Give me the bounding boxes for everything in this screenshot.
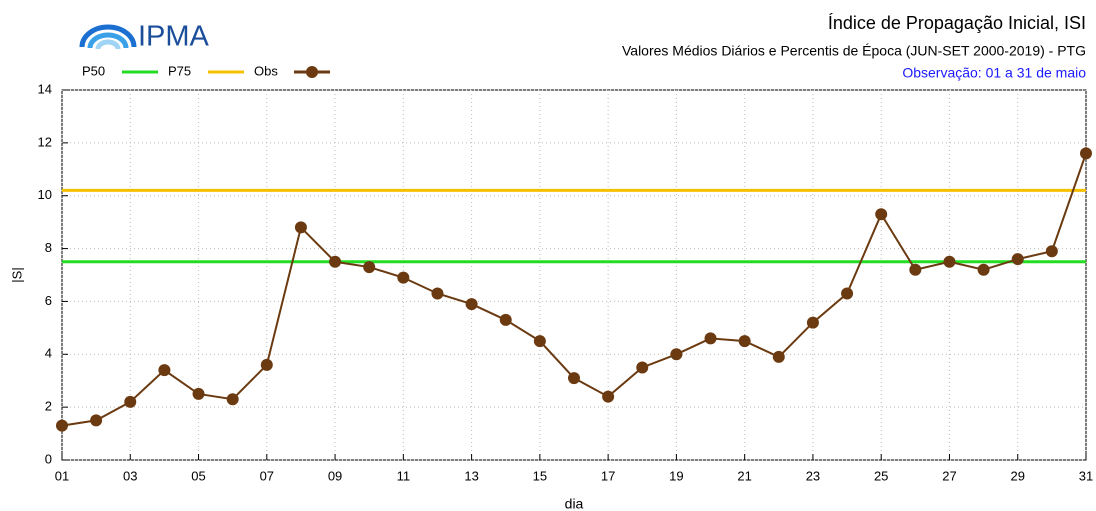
x-tick-label: 11: [397, 468, 411, 483]
x-tick-label: 03: [123, 468, 137, 483]
legend-label: Obs: [254, 63, 278, 78]
data-point: [636, 361, 649, 374]
x-tick-label: 19: [669, 468, 683, 483]
data-point: [806, 316, 819, 329]
data-point: [192, 387, 205, 400]
data-point: [568, 372, 580, 385]
data-point: [704, 332, 717, 345]
data-point: [431, 287, 444, 300]
data-point: [124, 395, 137, 408]
y-tick-label: 10: [38, 187, 52, 202]
data-point: [943, 255, 956, 268]
y-axis-label: |S|: [9, 267, 24, 282]
x-tick-label: 09: [328, 468, 342, 483]
x-tick-label: 29: [1010, 468, 1024, 483]
data-point: [465, 298, 478, 311]
data-point: [772, 350, 785, 363]
y-tick-label: 0: [45, 451, 52, 466]
data-point: [1045, 245, 1058, 258]
data-point: [329, 255, 342, 268]
chart-title: Índice de Propagação Inicial, ISI: [828, 13, 1086, 33]
legend-label: P50: [82, 63, 105, 78]
x-tick-label: 23: [806, 468, 820, 483]
x-tick-label: 31: [1079, 468, 1093, 483]
logo-icon: [79, 24, 137, 50]
x-tick-label: 25: [874, 468, 888, 483]
data-point: [294, 221, 307, 234]
x-tick-label: 13: [464, 468, 478, 483]
annotation: Observação: 01 a 31 de maio: [902, 65, 1086, 81]
data-point: [909, 263, 922, 276]
y-tick-label: 2: [45, 399, 52, 414]
data-point: [158, 364, 171, 377]
data-point: [397, 271, 410, 284]
data-point: [56, 419, 68, 432]
data-point: [499, 313, 512, 326]
series-line: [61, 153, 1087, 427]
data-point: [977, 263, 990, 276]
data-point: [875, 208, 888, 221]
data-point: [1080, 147, 1092, 160]
x-tick-label: 15: [533, 468, 547, 483]
data-point: [363, 261, 376, 274]
y-tick-label: 4: [45, 346, 52, 361]
data-point: [841, 287, 854, 300]
x-tick-label: 27: [942, 468, 956, 483]
data-point: [602, 390, 615, 403]
x-tick-label: 21: [737, 468, 751, 483]
x-tick-label: 05: [191, 468, 205, 483]
plot-frame: [61, 89, 1087, 461]
legend-marker: [306, 66, 318, 78]
x-tick-label: 01: [55, 468, 69, 483]
y-tick-label: 12: [38, 134, 52, 149]
y-tick-label: 14: [38, 81, 52, 96]
data-point: [1011, 253, 1024, 266]
x-tick-label: 17: [601, 468, 615, 483]
y-tick-label: 8: [45, 240, 52, 255]
data-point: [738, 335, 751, 348]
x-axis-label: dia: [565, 496, 584, 511]
y-tick-label: 6: [45, 293, 52, 308]
data-point: [90, 414, 103, 427]
data-point: [226, 393, 239, 406]
x-tick-label: 07: [260, 468, 274, 483]
data-point: [533, 335, 546, 348]
data-point: [670, 348, 683, 361]
legend-label: P75: [168, 63, 191, 78]
logo-text: IPMA: [138, 21, 210, 53]
chart-subtitle: Valores Médios Diários e Percentis de Ép…: [622, 43, 1086, 59]
data-point: [260, 358, 273, 371]
